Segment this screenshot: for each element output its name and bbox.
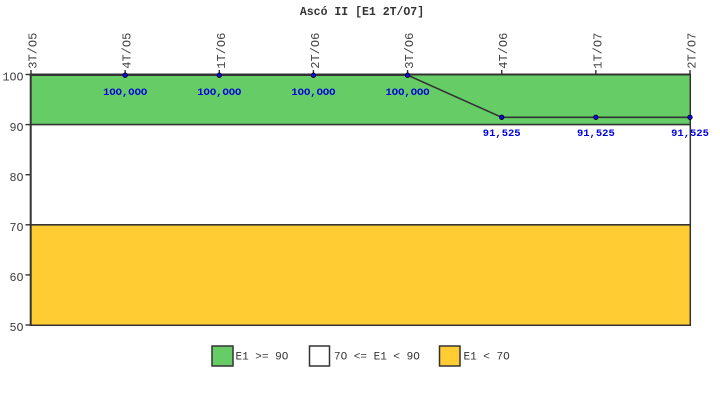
svg-text:2T/O7: 2T/O7 bbox=[686, 33, 700, 69]
svg-text:91,525: 91,525 bbox=[483, 128, 521, 140]
svg-text:E1 >= 9O: E1 >= 9O bbox=[236, 352, 289, 364]
svg-text:1OO,OOO: 1OO,OOO bbox=[386, 87, 430, 99]
svg-text:1OO,OOO: 1OO,OOO bbox=[197, 87, 241, 99]
svg-text:91,525: 91,525 bbox=[671, 128, 709, 140]
svg-text:3T/O6: 3T/O6 bbox=[403, 33, 417, 69]
svg-text:1OO: 1OO bbox=[2, 71, 23, 85]
svg-text:7O <= E1 < 9O: 7O <= E1 < 9O bbox=[334, 352, 420, 364]
svg-text:1T/O7: 1T/O7 bbox=[591, 33, 605, 69]
svg-text:91,525: 91,525 bbox=[577, 128, 615, 140]
svg-text:4T/O6: 4T/O6 bbox=[497, 33, 511, 69]
svg-text:5O: 5O bbox=[9, 321, 23, 335]
svg-text:9O: 9O bbox=[9, 121, 23, 135]
svg-text:3T/O5: 3T/O5 bbox=[27, 33, 41, 69]
svg-text:4T/O5: 4T/O5 bbox=[121, 33, 135, 69]
svg-text:2T/O6: 2T/O6 bbox=[309, 33, 323, 69]
svg-text:Ascó II [E1 2T/O7]: Ascó II [E1 2T/O7] bbox=[300, 6, 424, 19]
svg-text:8O: 8O bbox=[9, 171, 23, 185]
svg-text:1OO,OOO: 1OO,OOO bbox=[103, 87, 147, 99]
svg-text:1OO,OOO: 1OO,OOO bbox=[291, 87, 335, 99]
svg-text:1T/O6: 1T/O6 bbox=[215, 33, 229, 69]
svg-text:6O: 6O bbox=[9, 271, 23, 285]
svg-text:7O: 7O bbox=[9, 221, 23, 235]
svg-text:E1 < 7O: E1 < 7O bbox=[464, 352, 511, 364]
